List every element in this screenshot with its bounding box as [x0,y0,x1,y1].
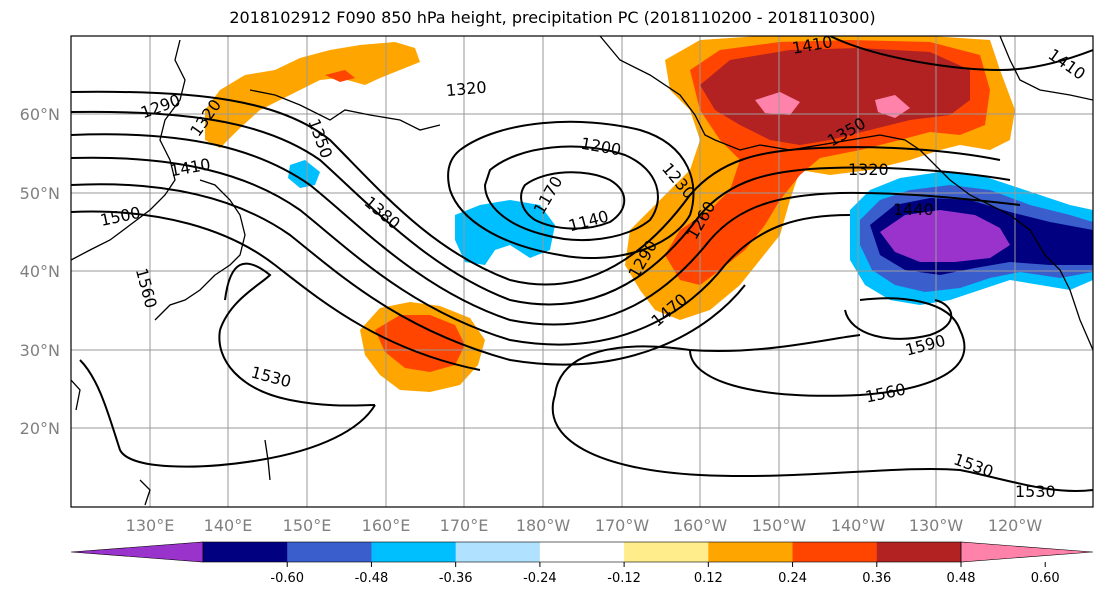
lat-label: 20°N [20,419,60,438]
lon-label: 150°E [283,516,332,535]
colorbar-outline [202,541,962,563]
colorbar-tick-label: -0.48 [355,571,389,586]
lat-label: 30°N [20,341,60,360]
contour-label: 1320 [848,160,889,179]
contour-label: 1320 [445,78,487,100]
lat-label: 40°N [20,262,60,281]
lon-label: 140°W [831,516,886,535]
longitude-labels: 130°E 140°E 150°E 160°E 170°E 180°W 170°… [126,516,1043,535]
lon-label: 180°W [516,516,571,535]
colorbar-tick-label: 0.12 [694,571,723,586]
graticule [71,36,1093,507]
colorbar-segment [371,542,457,562]
map-title: 2018102912 F090 850 hPa height, precipit… [229,8,876,27]
lon-label: 130°E [126,516,175,535]
contour-label: 1530 [1015,482,1056,501]
coastlines [71,36,1093,506]
negative-precip-shading [288,160,1093,305]
colorbar-tick-label: 0.36 [862,571,891,586]
colorbar-segment [876,542,962,562]
lon-label: 130°W [909,516,964,535]
lon-label: 150°W [752,516,807,535]
lon-label: 160°W [673,516,728,535]
lon-label: 120°W [988,516,1043,535]
latitude-labels: 60°N 50°N 40°N 30°N 20°N [20,105,60,438]
lon-label: 160°E [362,516,411,535]
colorbar-extension-right [960,541,1094,563]
colorbar-segment [792,542,878,562]
lon-label: 170°E [440,516,489,535]
colorbar-segment [287,542,372,562]
height-contours [71,36,1093,492]
colorbar-segment [624,542,709,562]
lat-label: 50°N [20,184,60,203]
lon-label: 170°W [595,516,650,535]
colorbar-segment [539,542,625,562]
colorbar-segment [708,542,794,562]
lat-label: 60°N [20,105,60,124]
lon-label: 140°E [204,516,253,535]
colorbar-segment [203,542,288,562]
contour-label: 1410 [791,32,834,58]
colorbar-tick-label: -0.12 [607,571,641,586]
colorbar-tick-label: -0.60 [270,571,304,586]
colorbar: -0.60 -0.48 -0.36 -0.24 -0.12 0.12 0.24 0.36 0.4… [70,541,1094,586]
colorbar-tick-label: 0.48 [947,571,976,586]
contour-label: 1440 [893,200,934,219]
colorbar-tick-label: -0.24 [523,571,557,586]
colorbar-tick-label: 0.24 [778,571,807,586]
map-frame [70,35,1094,508]
colorbar-tick-label: 0.60 [1031,571,1060,586]
colorbar-extension-left [70,541,204,563]
colorbar-tick-label: -0.36 [439,571,473,586]
colorbar-segment [455,542,541,562]
positive-precip-shading [205,36,1015,392]
